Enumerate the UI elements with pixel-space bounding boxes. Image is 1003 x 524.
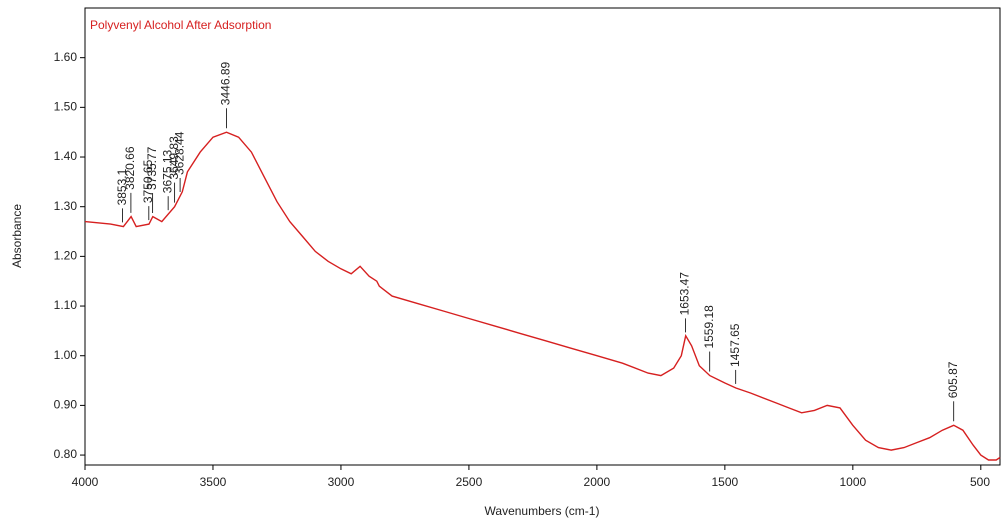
plot-frame bbox=[84, 7, 1001, 466]
peak-label: 3446.89 bbox=[219, 61, 233, 105]
chart-title: Polyvenyl Alcohol After Adsorption bbox=[90, 18, 271, 32]
x-tick-label: 3000 bbox=[328, 475, 355, 489]
peak-label: 1559.18 bbox=[702, 305, 716, 349]
y-tick-label: 1.00 bbox=[54, 348, 78, 362]
y-tick-label: 1.10 bbox=[54, 298, 78, 312]
y-axis-label: Absorbance bbox=[10, 204, 24, 268]
x-axis-label: Wavenumbers (cm-1) bbox=[485, 504, 600, 518]
y-tick-label: 1.50 bbox=[54, 100, 78, 114]
y-tick-label: 1.20 bbox=[54, 249, 78, 263]
x-tick-label: 1000 bbox=[839, 475, 866, 489]
peak-label: 3649.83 bbox=[167, 136, 181, 180]
peak-label: 3820.66 bbox=[123, 146, 137, 190]
peak-label: 3853.1 bbox=[115, 168, 129, 205]
y-tick-label: 1.60 bbox=[54, 50, 78, 64]
x-tick-label: 500 bbox=[970, 475, 990, 489]
x-tick-label: 4000 bbox=[72, 475, 99, 489]
y-tick-label: 1.40 bbox=[54, 149, 78, 163]
x-tick-label: 3500 bbox=[200, 475, 227, 489]
y-tick-label: 0.90 bbox=[54, 398, 78, 412]
spectrum-line bbox=[84, 131, 1001, 461]
peak-label: 3735.77 bbox=[145, 146, 159, 190]
peak-label: 1457.65 bbox=[728, 323, 742, 367]
y-tick-label: 1.30 bbox=[54, 199, 78, 213]
x-tick-label: 2500 bbox=[456, 475, 483, 489]
peak-label: 3675.13 bbox=[160, 149, 174, 193]
peak-label: 1653.47 bbox=[678, 272, 692, 316]
x-tick-label: 1500 bbox=[712, 475, 739, 489]
peak-label: 3750.65 bbox=[141, 159, 155, 203]
peak-label: 605.87 bbox=[946, 361, 960, 398]
peak-label: 3628.44 bbox=[172, 131, 186, 175]
x-tick-label: 2000 bbox=[584, 475, 611, 489]
y-tick-label: 0.80 bbox=[54, 447, 78, 461]
